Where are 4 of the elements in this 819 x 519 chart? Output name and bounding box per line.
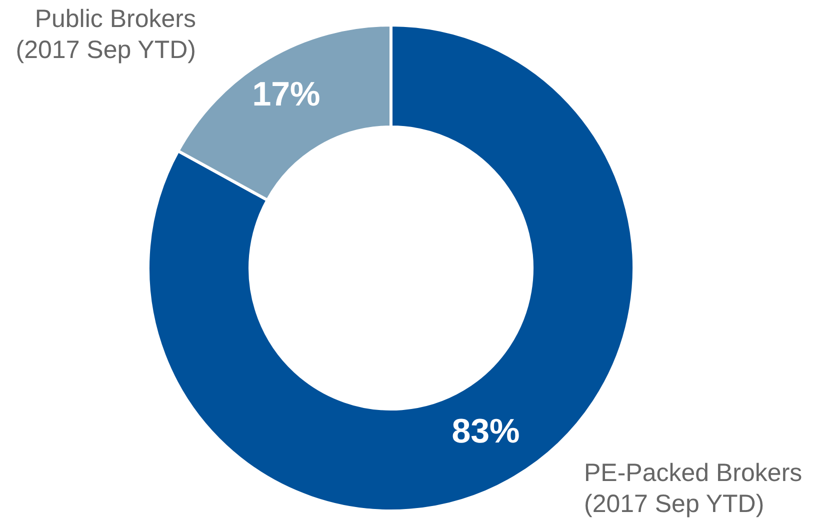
data-label: 17% [252, 75, 320, 114]
data-label: 83% [452, 412, 520, 451]
slice-label: Public Brokers (2017 Sep YTD) [16, 5, 196, 64]
slice-label: PE-Packed Brokers (2017 Sep YTD) [584, 459, 802, 518]
